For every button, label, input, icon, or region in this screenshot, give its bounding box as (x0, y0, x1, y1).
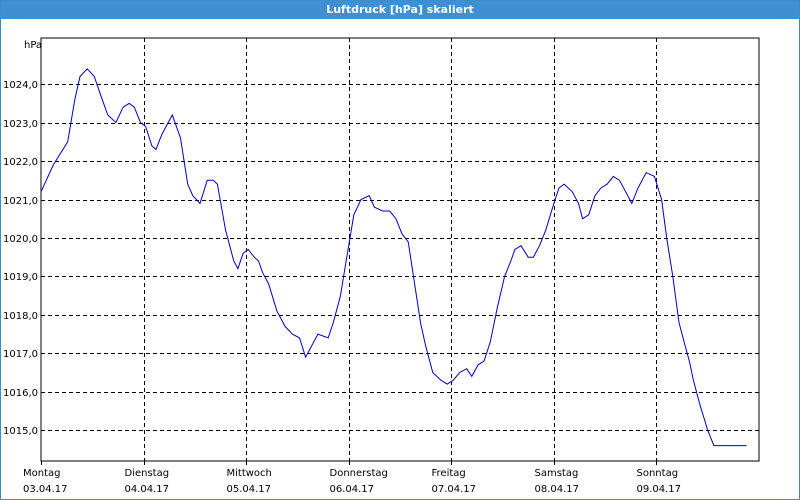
x-tick-date: 09.04.17 (637, 484, 682, 495)
y-tick-label: 1016,0 (3, 388, 38, 399)
series-group (40, 68, 747, 447)
y-tick-label: 1020,0 (3, 234, 38, 245)
x-tick-day: Freitag (432, 468, 466, 479)
y-tick-label: 1019,0 (3, 272, 38, 283)
x-tick-day: Mittwoch (227, 468, 272, 479)
y-tick-label: 1015,0 (3, 426, 38, 437)
series-line-0 (40, 68, 747, 447)
y-tick-label: 1021,0 (3, 196, 38, 207)
x-tick-date: 06.04.17 (330, 484, 375, 495)
x-tick-date: 04.04.17 (125, 484, 170, 495)
plot-area (40, 37, 760, 462)
x-tick-date: 07.04.17 (432, 484, 477, 495)
y-tick-label: 1024,0 (3, 80, 38, 91)
x-tick-day: Samstag (535, 468, 579, 479)
x-tick-day: Dienstag (125, 468, 170, 479)
x-axis: Montag 03.04.17 Dienstag 04.04.17 Mittwoch 05… (23, 461, 681, 495)
y-tick-label: 1023,0 (3, 119, 38, 130)
x-tick-date: 05.04.17 (227, 484, 272, 495)
chart-title: Luftdruck [hPa] skaliert (1, 1, 799, 19)
x-tick-day: Donnerstag (330, 468, 388, 479)
x-tick-day: Montag (23, 468, 60, 479)
y-tick-label: 1018,0 (3, 311, 38, 322)
x-tick-date: 03.04.17 (23, 484, 68, 495)
y-tick-label: 1022,0 (3, 157, 38, 168)
x-tick-day: Sonntag (637, 468, 679, 479)
grid (41, 38, 759, 461)
y-tick-label: 1017,0 (3, 349, 38, 360)
y-axis: 1015,0 1016,0 1017,0 1018,0 1019,0 1020,0 1021… (3, 80, 38, 437)
x-tick-date: 08.04.17 (535, 484, 580, 495)
y-axis-label: hPa (24, 40, 42, 51)
